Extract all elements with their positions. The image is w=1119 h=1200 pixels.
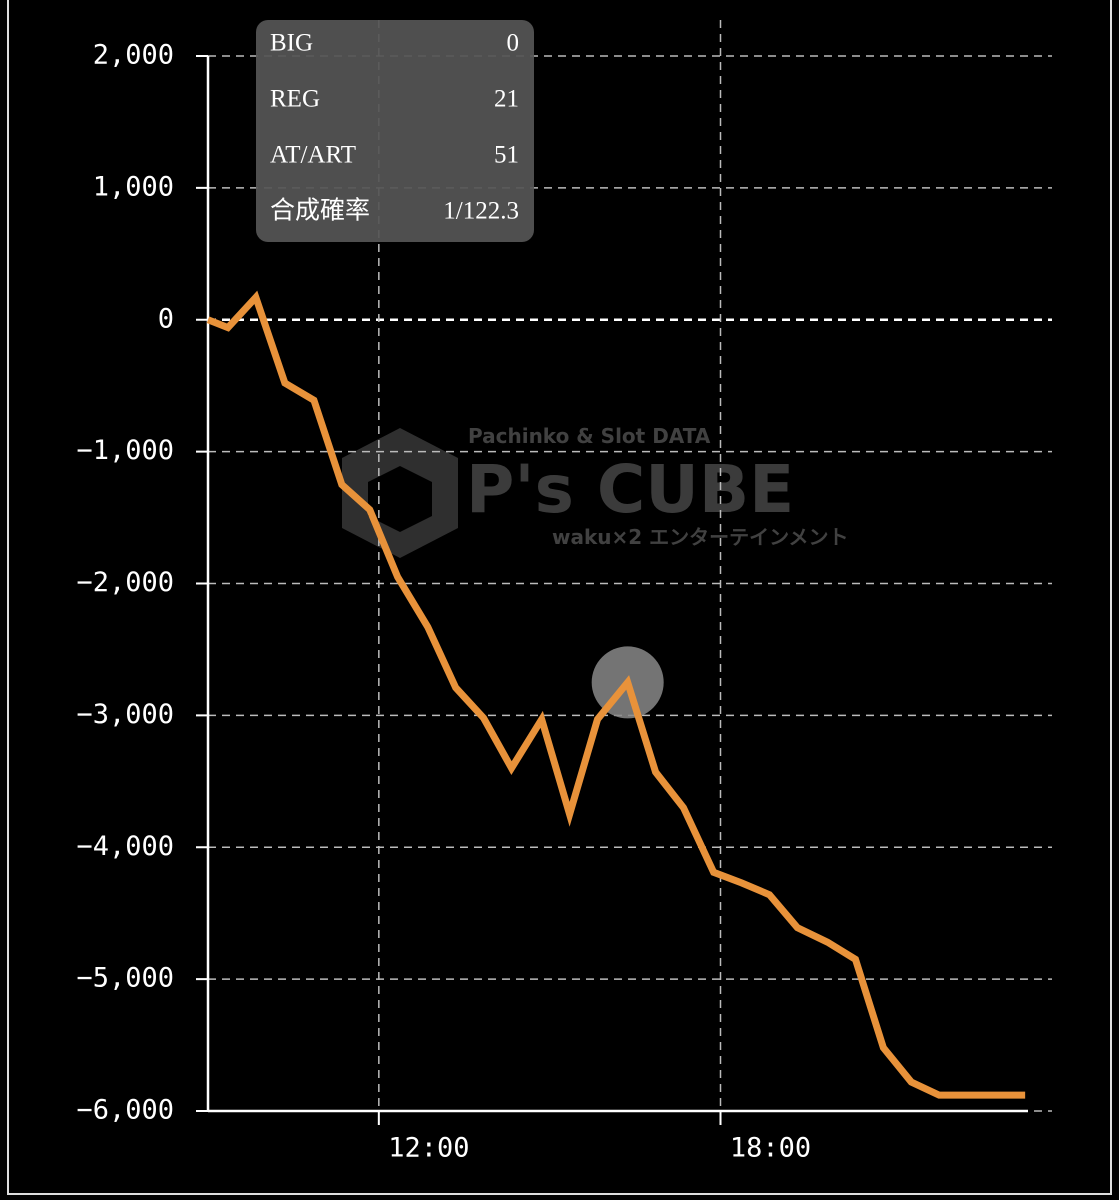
info-box: BIG 0 REG 21 AT/ART 51 合成確率 1/122.3 (256, 20, 534, 242)
info-value: 51 (494, 142, 519, 169)
info-label: AT/ART (270, 142, 356, 169)
x-tick-label: 12:00 (388, 1133, 469, 1164)
frame (7, 0, 1112, 1195)
y-tick-label: 2,000 (93, 40, 174, 71)
watermark-top: Pachinko & Slot DATA (468, 424, 711, 448)
watermark-bottom: waku×2 エンターテインメント (552, 525, 849, 549)
watermark-logo (342, 428, 458, 558)
watermark-logo-inner (368, 466, 432, 532)
y-tick-label: −6,000 (76, 1095, 174, 1126)
watermark: Pachinko & Slot DATA P's CUBE waku×2 エンタ… (342, 424, 849, 558)
y-tick-label: 0 (158, 303, 174, 334)
y-tick-label: −1,000 (76, 435, 174, 466)
info-value: 0 (507, 30, 520, 57)
y-tick-label: 1,000 (93, 171, 174, 202)
info-value: 21 (494, 86, 519, 113)
y-tick-label: −4,000 (76, 831, 174, 862)
x-tick-label: 18:00 (730, 1133, 811, 1164)
line-series (206, 290, 1026, 1099)
info-box-bg (256, 20, 534, 242)
info-label: BIG (270, 30, 313, 57)
y-tick-label: −5,000 (76, 963, 174, 994)
info-label: REG (270, 86, 320, 113)
info-value: 1/122.3 (443, 198, 519, 225)
y-tick-label: −3,000 (76, 699, 174, 730)
y-tick-label: −2,000 (76, 567, 174, 598)
watermark-main: P's CUBE (466, 451, 794, 528)
info-label: 合成確率 (270, 197, 370, 225)
